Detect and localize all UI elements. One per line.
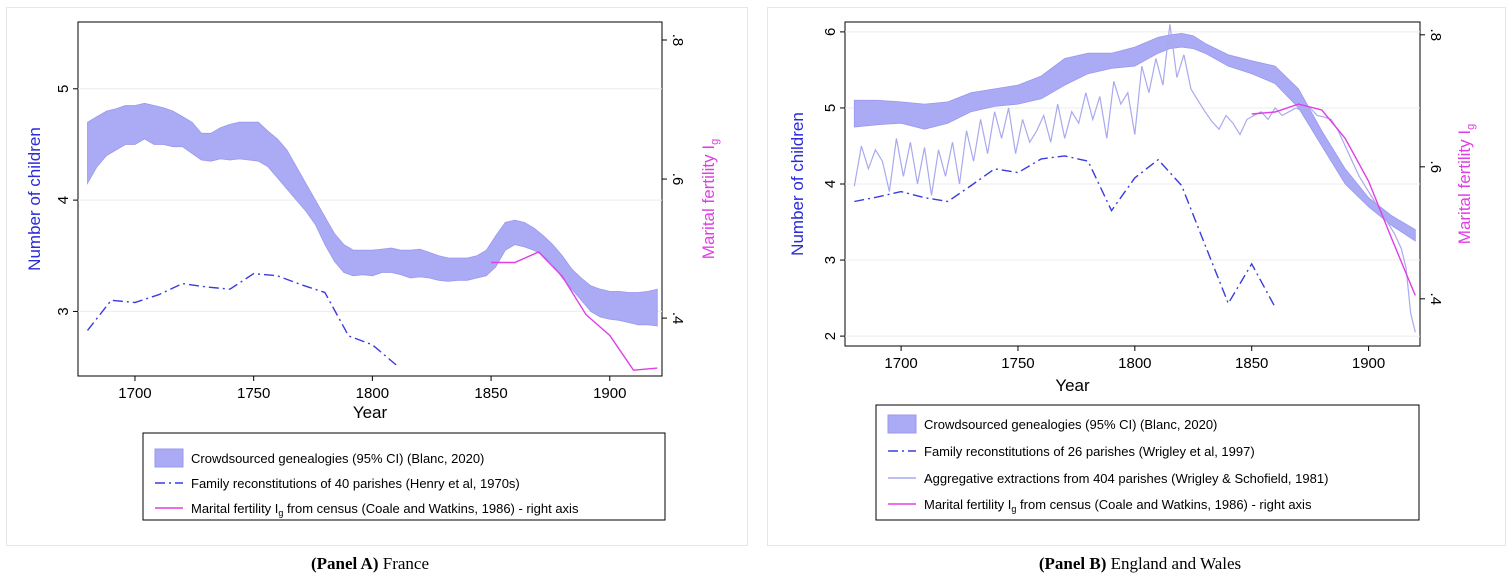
caption-panel-b: (Panel B) England and Wales <box>960 554 1320 574</box>
panel-a-series-census <box>491 251 658 371</box>
panel-a-xtick-label: 1800 <box>356 385 389 402</box>
caption-panel-b-label: (Panel B) <box>1038 554 1107 573</box>
panel-b-xtick-label: 1800 <box>1118 355 1151 372</box>
panel-a-ytick-label: 5 <box>55 85 72 93</box>
panel-b-xaxis-title: Year <box>1055 376 1090 395</box>
panel-b-legend-label: Crowdsourced genealogies (95% CI) (Blanc… <box>924 417 1217 432</box>
panel-b-xtick-label: 1850 <box>1235 355 1268 372</box>
panel-a-legend-label: Marital fertility Ig from census (Coale … <box>191 501 579 518</box>
panel-b-ytick-label: 3 <box>822 256 839 264</box>
panel-a-ytick-right-label: .4 <box>669 312 686 325</box>
panel-a-plot-area <box>77 21 663 377</box>
panel-a-xtick-label: 1750 <box>237 385 270 402</box>
panel-b-legend-label: Family reconstitutions of 26 parishes (W… <box>924 444 1255 459</box>
panel-a-legend-key-band <box>154 448 184 468</box>
panel-b-xtick-label: 1750 <box>1001 355 1034 372</box>
panel-a-yaxis-title: Number of children <box>25 127 44 271</box>
panel-b-ytick-right-label: .4 <box>1427 293 1444 306</box>
panel-a-ytick-right-label: .8 <box>669 34 686 47</box>
panel-b-yaxis-right-title: Marital fertility Ig <box>1455 124 1477 244</box>
panel-b-xtick-label: 1700 <box>884 355 917 372</box>
panel-a-legend-box <box>142 432 666 521</box>
panel-b-yaxis-title: Number of children <box>788 112 807 256</box>
caption-panel-a-text: France <box>382 554 430 573</box>
panel-b-legend-label: Marital fertility Ig from census (Coale … <box>924 497 1312 514</box>
panel-b-series-reconstitutions <box>854 155 1276 308</box>
panel-b-ytick-right-label: .8 <box>1427 29 1444 42</box>
caption-panel-b-text: England and Wales <box>1110 554 1242 573</box>
panel-a-yaxis-right-title: Marital fertility Ig <box>699 139 721 259</box>
panel-b-xtick-label: 1900 <box>1352 355 1385 372</box>
caption-panel-a: (Panel A) France <box>220 554 520 574</box>
panel-a-xtick-label: 1900 <box>593 385 626 402</box>
panel-a-ytick-right-label: .6 <box>669 173 686 186</box>
panel-a-ytick-label: 3 <box>55 307 72 315</box>
caption-panel-a-label: (Panel A) <box>310 554 379 573</box>
panel-a-ytick-label: 4 <box>55 196 72 204</box>
panel-b-ytick-right-label: .6 <box>1427 161 1444 174</box>
panel-b-series-census <box>1251 103 1416 296</box>
panel-a-legend-label: Family reconstitutions of 40 parishes (H… <box>191 476 520 491</box>
panel-b-ytick-label: 5 <box>822 104 839 112</box>
panel-b-legend-key-band <box>887 414 917 434</box>
panel-b-ytick-label: 2 <box>822 332 839 340</box>
panel-a-xtick-label: 1700 <box>118 385 151 402</box>
panel-b-legend-box <box>875 404 1420 521</box>
panel-b-legend-label: Aggregative extractions from 404 parishe… <box>924 471 1328 486</box>
panel-a-xaxis-title: Year <box>353 403 388 422</box>
panel-b-ytick-label: 6 <box>822 28 839 36</box>
panel-b-ytick-label: 4 <box>822 180 839 188</box>
panel-a-legend-label: Crowdsourced genealogies (95% CI) (Blanc… <box>191 451 484 466</box>
panel-b-series-genealogies-band <box>853 32 1416 242</box>
panel-a-xtick-label: 1850 <box>474 385 507 402</box>
panel-a-series-genealogies-band <box>87 102 658 327</box>
panel-a-series-reconstitutions <box>86 272 397 366</box>
